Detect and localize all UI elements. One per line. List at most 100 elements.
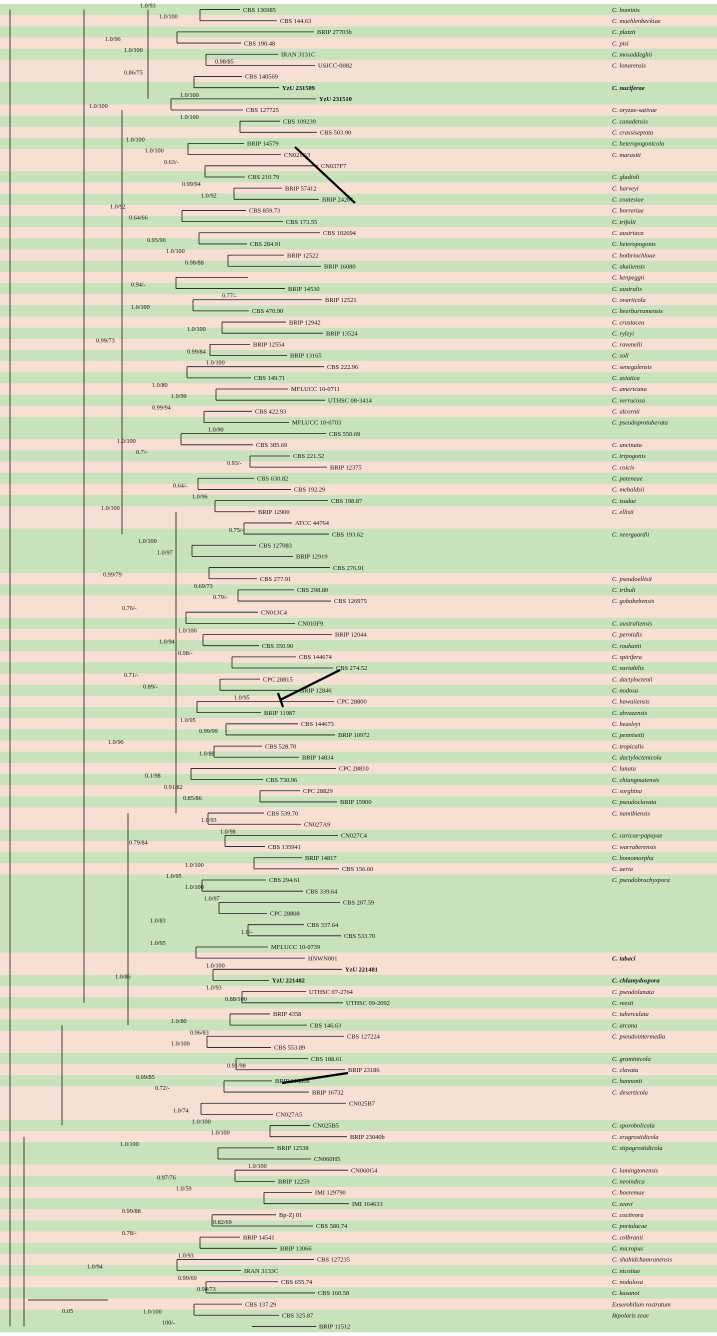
strain-label: CN013C4 [261,609,288,616]
strain-label: HNWN001 [308,955,337,962]
species-band [0,294,717,306]
support-value: 0.96/83 [190,1029,209,1036]
support-value: 0.86/75 [124,70,143,77]
strain-label: YzU 231510 [319,96,352,103]
strain-label: CBS 126975 [334,598,367,605]
species-bands [0,4,717,1333]
strain-label: BRIP 12919 [296,554,328,561]
species-band [0,171,717,183]
species-band [0,595,717,619]
species-label: C. dactyloctenicola [612,754,662,761]
species-label: C. bothriochloae [612,252,655,259]
species-band [0,506,717,529]
species-band [0,707,717,719]
support-value: 1.0/100 [187,326,206,333]
support-value: 1.0/59 [176,1186,192,1193]
species-label: C. gobabebensis [612,598,655,605]
species-band [0,974,717,987]
species-label: C. nodosa [612,688,638,695]
strain-label: BRIP 16080 [324,263,356,270]
species-label: Bipolaris zeae [612,1312,649,1319]
support-value: 0.75/- [229,527,244,534]
species-band [0,137,717,150]
species-band [0,1030,717,1054]
species-label: C. ryleyi [612,330,634,337]
species-band [0,260,717,273]
strain-label: CN027A9 [304,821,330,828]
strain-label: CBS 470.90 [252,308,283,315]
support-value: 0.99/85 [136,1074,155,1081]
species-band [0,774,717,786]
strain-label: YzU 221482 [272,978,305,985]
strain-label: CBS 127224 [347,1033,381,1040]
strain-label: CPC 28829 [303,788,333,795]
support-value: 0.1/98 [145,773,161,780]
species-label: C. graminicola [612,1056,651,1063]
support-value: 1.0/95 [166,873,182,880]
species-label: C. trifolii [612,219,636,226]
strain-label: MFLUCC 10-0711 [291,386,340,393]
species-band [0,15,717,27]
species-band [0,82,717,105]
species-band [0,450,717,462]
strain-label: CBS 135941 [268,844,301,851]
species-label: C. clavata [612,1067,638,1074]
species-label: C. namibiensis [612,810,651,817]
species-label: C. deserticola [612,1089,648,1096]
strain-label: CN025B5 [313,1123,339,1130]
species-band [0,1276,717,1288]
species-label: C. coctivora [612,1212,644,1219]
species-band [0,1142,717,1165]
strain-label: CBS 539.70 [267,810,298,817]
species-band [0,673,717,686]
support-value: 1.0/99 [171,393,187,400]
support-value: 1.0/100 [206,962,225,969]
support-value: 0.71/- [124,672,139,679]
strain-label: CPC 28800 [337,699,367,706]
strain-label: BRIP 12554 [253,342,285,349]
support-value: 1.0/100 [180,92,199,99]
species-band [0,785,717,797]
species-band [0,1253,717,1266]
support-value: 1.0/83 [150,918,166,925]
support-value: 1.0/93 [178,1252,194,1259]
species-label: C. portulacae [612,1223,647,1230]
strain-label: BRIP 12375 [330,464,362,471]
strain-label: CN027A5 [276,1112,302,1119]
support-value: 1.0/100 [171,1040,190,1047]
strain-label: BRIP 4358 [273,1011,301,1018]
strain-label: CN060G4 [351,1167,378,1174]
strain-label: BRIP 13066 [280,1246,312,1253]
species-band [0,829,717,842]
support-value: 0.7/- [136,449,148,456]
strain-label: BRIP 11512 [319,1324,350,1331]
species-band [0,394,717,407]
support-value: 100/- [162,1319,175,1326]
species-label: C. caricae-papayae [612,833,663,840]
strain-label: CBS 144.63 [280,18,311,25]
scale-bar-label: 0.05 [62,1308,73,1315]
species-band [0,651,717,663]
species-band [0,227,717,239]
support-value: 1.0/100 [143,1308,162,1315]
strain-label: CBS 127235 [317,1257,350,1264]
support-value: 1.0/95 [180,717,196,724]
support-value: 1.0/- [241,929,253,936]
species-band [0,1209,717,1221]
support-value: 0.97/76 [157,1174,176,1181]
support-value: 1.0/100 [101,505,120,512]
support-value: 0.94/- [131,282,146,289]
species-label: C. bannonii [612,1078,642,1085]
pointer-arrow [294,146,356,204]
support-value: 1.0/92 [110,203,126,210]
species-band [0,1220,717,1232]
species-band [0,282,717,295]
species-band [0,1287,717,1299]
strain-label: BRIP 61680b [275,1078,310,1085]
species-band [0,840,717,853]
support-value: 0.99/99 [199,728,218,735]
species-label: C. hawaiiensis [612,699,650,706]
species-label: C. pseudoclavata [612,799,656,806]
species-band [0,238,717,250]
